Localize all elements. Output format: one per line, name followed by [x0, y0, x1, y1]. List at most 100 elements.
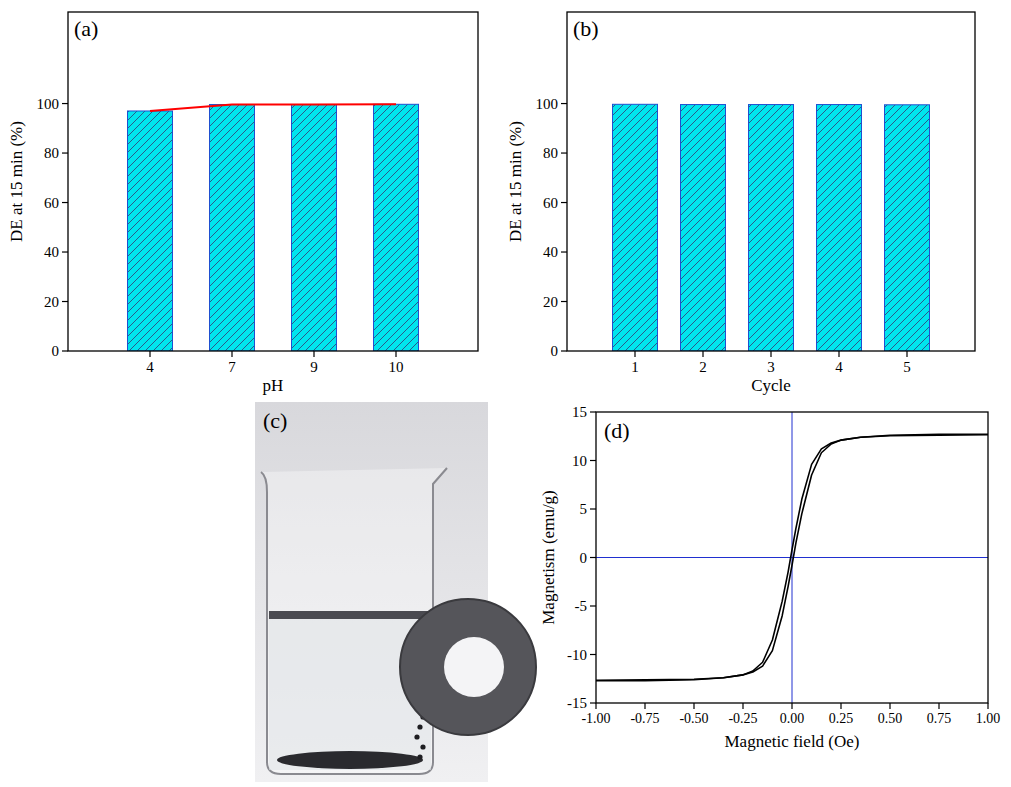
hysteresis-branch	[596, 434, 988, 680]
photo: (c)	[255, 402, 536, 782]
x-tick-label: 9	[310, 359, 318, 375]
y-axis-title: Magnetism (emu/g)	[539, 490, 558, 625]
x-tick	[987, 703, 988, 709]
bar	[210, 105, 255, 351]
x-tick-label: 1	[631, 359, 639, 375]
bar	[374, 104, 419, 351]
y-tick	[590, 411, 596, 412]
y-axis-title: DE at 15 min (%)	[7, 121, 26, 242]
x-tick-label: 5	[903, 359, 911, 375]
x-tick-label: 4	[146, 359, 154, 375]
x-tick	[889, 703, 890, 709]
frame	[567, 12, 975, 351]
trend-line	[150, 104, 396, 111]
x-tick	[840, 703, 841, 709]
y-tick	[62, 103, 68, 104]
y-tick	[62, 202, 68, 203]
y-tick	[62, 251, 68, 252]
frame	[596, 412, 988, 703]
x-tick	[231, 351, 232, 357]
panel-label: (a)	[74, 16, 98, 41]
y-tick-label: 20	[44, 294, 59, 310]
y-tick-label: 80	[543, 145, 558, 161]
x-tick	[838, 351, 839, 357]
x-tick-label: 10	[389, 359, 404, 375]
frame	[68, 12, 478, 351]
y-tick-label: 15	[572, 404, 587, 420]
x-tick	[906, 351, 907, 357]
hysteresis-branch	[596, 435, 988, 681]
x-tick-label: 4	[835, 359, 843, 375]
x-tick-label: 2	[699, 359, 707, 375]
y-tick	[62, 301, 68, 302]
y-tick	[561, 202, 567, 203]
y-tick-label: 0	[52, 343, 60, 359]
y-tick	[590, 702, 596, 703]
x-tick	[693, 703, 694, 709]
y-tick	[561, 301, 567, 302]
x-tick-label: 0.50	[878, 711, 903, 726]
y-axis-title: DE at 15 min (%)	[506, 121, 525, 242]
y-tick-label: 0	[551, 343, 559, 359]
y-tick	[590, 605, 596, 606]
y-tick	[561, 350, 567, 351]
y-tick	[561, 152, 567, 153]
y-tick-label: 100	[536, 96, 559, 112]
bar	[885, 105, 930, 351]
x-tick	[644, 703, 645, 709]
y-tick-label: -5	[575, 598, 588, 614]
x-tick	[770, 351, 771, 357]
y-tick	[590, 557, 596, 558]
x-tick	[313, 351, 314, 357]
bar	[292, 105, 337, 351]
y-tick-label: 40	[44, 244, 59, 260]
x-tick	[634, 351, 635, 357]
y-tick-label: 20	[543, 294, 558, 310]
x-tick-label: -1.00	[581, 711, 610, 726]
bar	[128, 111, 173, 351]
marks	[613, 104, 930, 351]
figure: 020406080100DE at 15 min (%)47910pH(a)02…	[0, 0, 1011, 787]
x-tick-label: 1.00	[976, 711, 1001, 726]
panel-bar: 020406080100DE at 15 min (%)47910pH(a)	[7, 12, 478, 395]
y-tick-label: 40	[543, 244, 558, 260]
x-tick	[742, 703, 743, 709]
x-axis-title: pH	[263, 376, 284, 395]
bar	[749, 105, 794, 351]
y-tick	[561, 103, 567, 104]
x-axis-title: Cycle	[751, 376, 791, 395]
panel-line: -15 -10 -5 0 5 10 15 Magnetism (emu/g) -1.00 -0.7…	[539, 404, 1000, 751]
x-tick	[791, 703, 792, 709]
y-tick	[590, 508, 596, 509]
y-tick-label: 60	[543, 195, 558, 211]
y-tick	[590, 460, 596, 461]
marks	[596, 434, 988, 680]
x-tick	[702, 351, 703, 357]
x-tick	[149, 351, 150, 357]
x-tick	[395, 351, 396, 357]
y-tick-label: 80	[44, 145, 59, 161]
x-tick-label: 3	[767, 359, 775, 375]
y-tick	[62, 152, 68, 153]
y-tick-label: -15	[567, 695, 587, 711]
y-tick	[561, 251, 567, 252]
panel-bar: 0 20 40 60 80 100 DE at 15 min (%) 1 2 3 4 5 Cycle (b…	[506, 12, 975, 395]
marks	[128, 104, 419, 351]
y-tick-label: 60	[44, 195, 59, 211]
y-tick-label: -10	[567, 647, 587, 663]
y-tick-label: 0	[580, 550, 588, 566]
x-tick-label: -0.25	[728, 711, 757, 726]
panel-label: (d)	[604, 418, 630, 443]
y-tick	[62, 350, 68, 351]
y-tick-label: 10	[572, 453, 587, 469]
zero-line-y	[596, 557, 988, 558]
x-tick-label: -0.75	[630, 711, 659, 726]
y-tick-label: 5	[580, 501, 588, 517]
y-tick	[590, 654, 596, 655]
panel-label: (b)	[573, 16, 599, 41]
x-axis-title: Magnetic field (Oe)	[725, 732, 860, 751]
bar	[681, 105, 726, 351]
x-tick	[595, 703, 596, 709]
panel-label: (c)	[263, 408, 287, 433]
bar	[817, 105, 862, 351]
